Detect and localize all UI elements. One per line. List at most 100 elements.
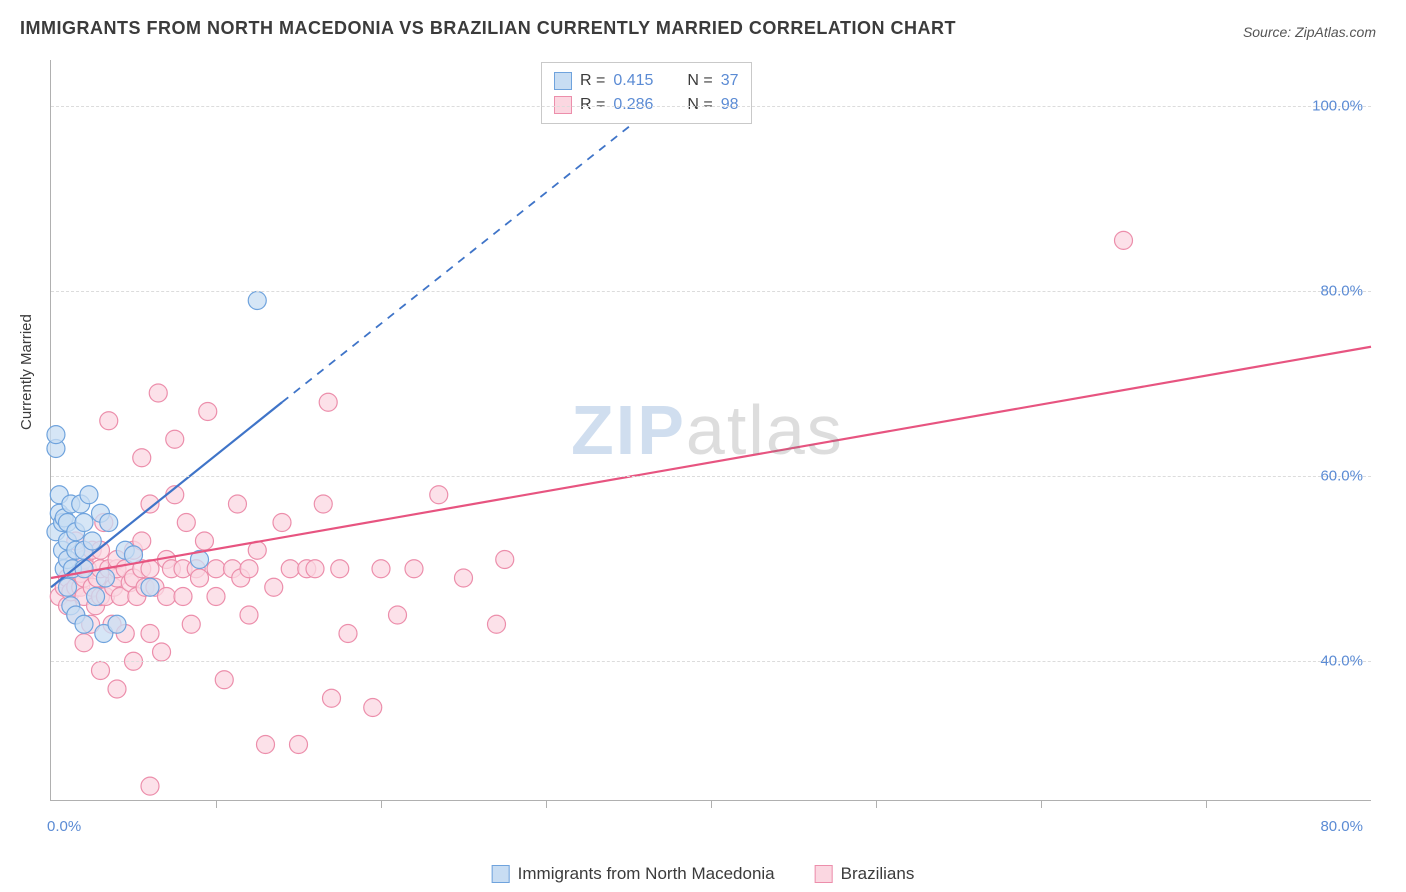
trend-line	[51, 347, 1371, 578]
x-tick	[216, 800, 217, 808]
data-point	[195, 532, 213, 550]
gridline	[51, 291, 1371, 292]
stat-n-value: 98	[721, 93, 739, 117]
source-prefix: Source:	[1243, 24, 1295, 40]
data-point	[177, 514, 195, 532]
gridline	[51, 106, 1371, 107]
data-point	[108, 680, 126, 698]
data-point	[182, 615, 200, 633]
data-point	[281, 560, 299, 578]
data-point	[455, 569, 473, 587]
data-point	[174, 588, 192, 606]
stat-n-label: N =	[687, 69, 712, 93]
data-point	[80, 486, 98, 504]
data-point	[364, 699, 382, 717]
legend-swatch	[554, 96, 572, 114]
data-point	[92, 662, 110, 680]
stat-n-label: N =	[687, 93, 712, 117]
data-point	[331, 560, 349, 578]
data-point	[75, 634, 93, 652]
data-point	[430, 486, 448, 504]
y-tick-label: 40.0%	[1320, 653, 1363, 670]
stat-r-label: R =	[580, 69, 605, 93]
y-tick-label: 100.0%	[1312, 98, 1363, 115]
data-point	[339, 625, 357, 643]
series-legend: Immigrants from North Macedonia Brazilian…	[492, 864, 915, 884]
data-point	[75, 560, 93, 578]
stat-r-value: 0.415	[613, 69, 653, 93]
x-tick	[381, 800, 382, 808]
data-point	[141, 578, 159, 596]
stats-legend: R = 0.415 N = 37 R = 0.286 N = 98	[541, 62, 752, 124]
data-point	[141, 625, 159, 643]
x-tick-label: 0.0%	[47, 818, 81, 835]
data-point	[153, 643, 171, 661]
data-point	[248, 292, 266, 310]
legend-label: Immigrants from North Macedonia	[518, 864, 775, 884]
x-tick	[1041, 800, 1042, 808]
x-tick	[711, 800, 712, 808]
data-point	[314, 495, 332, 513]
trend-line-extrapolated	[282, 88, 678, 403]
data-point	[75, 514, 93, 532]
data-point	[108, 615, 126, 633]
legend-swatch	[492, 865, 510, 883]
data-point	[240, 560, 258, 578]
data-point	[228, 495, 246, 513]
data-point	[191, 569, 209, 587]
gridline	[51, 661, 1371, 662]
y-tick-label: 60.0%	[1320, 468, 1363, 485]
data-point	[215, 671, 233, 689]
data-point	[306, 560, 324, 578]
gridline	[51, 476, 1371, 477]
stat-r-label: R =	[580, 93, 605, 117]
data-point	[158, 588, 176, 606]
data-point	[207, 560, 225, 578]
data-point	[372, 560, 390, 578]
source-citation: Source: ZipAtlas.com	[1243, 24, 1376, 40]
stats-row: R = 0.286 N = 98	[554, 93, 739, 117]
data-point	[488, 615, 506, 633]
chart-title: IMMIGRANTS FROM NORTH MACEDONIA VS BRAZI…	[20, 18, 956, 39]
data-point	[96, 569, 114, 587]
data-point	[199, 403, 217, 421]
data-point	[319, 393, 337, 411]
data-point	[75, 615, 93, 633]
y-tick-label: 80.0%	[1320, 283, 1363, 300]
legend-item: Immigrants from North Macedonia	[492, 864, 775, 884]
data-point	[290, 736, 308, 754]
data-point	[496, 551, 514, 569]
data-point	[149, 384, 167, 402]
data-point	[87, 588, 105, 606]
x-tick	[876, 800, 877, 808]
data-point	[207, 588, 225, 606]
legend-swatch	[554, 72, 572, 90]
data-point	[47, 426, 65, 444]
stat-r-value: 0.286	[613, 93, 653, 117]
data-point	[257, 736, 275, 754]
chart-canvas	[51, 60, 1371, 800]
legend-label: Brazilians	[841, 864, 915, 884]
stat-n-value: 37	[721, 69, 739, 93]
data-point	[141, 777, 159, 795]
data-point	[273, 514, 291, 532]
data-point	[240, 606, 258, 624]
data-point	[265, 578, 283, 596]
data-point	[323, 689, 341, 707]
data-point	[125, 546, 143, 564]
data-point	[389, 606, 407, 624]
data-point	[1115, 231, 1133, 249]
x-tick	[546, 800, 547, 808]
legend-item: Brazilians	[815, 864, 915, 884]
legend-swatch	[815, 865, 833, 883]
data-point	[133, 449, 151, 467]
y-axis-title: Currently Married	[18, 314, 35, 430]
x-tick	[1206, 800, 1207, 808]
x-tick-label: 80.0%	[1320, 818, 1363, 835]
plot-area: ZIPatlas R = 0.415N = 37R = 0.286N = 98 …	[50, 60, 1371, 801]
data-point	[166, 430, 184, 448]
data-point	[83, 532, 101, 550]
data-point	[100, 412, 118, 430]
data-point	[100, 514, 118, 532]
stats-row: R = 0.415 N = 37	[554, 69, 739, 93]
